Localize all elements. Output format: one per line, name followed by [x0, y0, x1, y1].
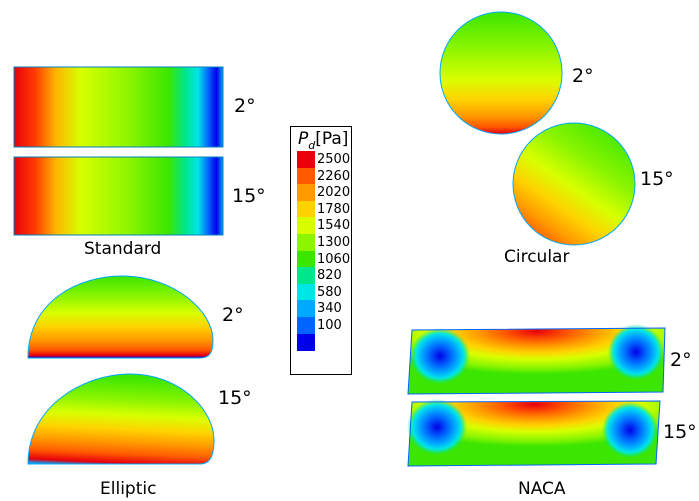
legend-swatch	[297, 200, 315, 218]
circular-angle-2: 2°	[572, 65, 594, 87]
pressure-legend: Pd[Pa] 2500 2260 2020 1780 1540 1300 1060 820 58…	[290, 126, 352, 375]
legend-level-label: 1300	[317, 235, 351, 250]
legend-level-label: 2260	[317, 168, 351, 184]
standard-angle-2: 2°	[234, 95, 256, 117]
legend-swatch	[297, 267, 315, 285]
elliptic-angle-2: 2°	[222, 304, 244, 326]
legend-swatch	[297, 333, 315, 351]
legend-swatch	[297, 234, 315, 252]
legend-swatch	[297, 217, 315, 235]
legend-swatch	[297, 167, 315, 185]
naca-caption: NACA	[518, 479, 566, 499]
legend-level-label: 1540	[317, 218, 351, 234]
standard-2deg-contour	[13, 66, 224, 148]
naca-angle-15: 15°	[663, 421, 697, 443]
elliptic-2deg-contour	[27, 275, 214, 359]
legend-swatch	[297, 317, 315, 335]
legend-level-label: 820	[317, 268, 342, 284]
standard-caption: Standard	[84, 239, 161, 259]
elliptic-15deg-contour	[27, 373, 215, 465]
legend-level-label: 2500	[317, 152, 351, 167]
legend-level-label: 100	[317, 318, 342, 333]
legend-swatch	[297, 151, 315, 169]
elliptic-caption: Elliptic	[100, 479, 156, 499]
legend-level-label: 2020	[317, 185, 351, 201]
elliptic-angle-15: 15°	[218, 387, 252, 409]
naca-15deg-contour	[407, 399, 661, 467]
legend-swatch	[297, 184, 315, 202]
legend-unit: [Pa]	[315, 129, 349, 149]
legend-swatch	[297, 283, 315, 301]
circular-2deg-contour	[439, 11, 563, 135]
naca-2deg-contour	[407, 324, 666, 395]
legend-swatch	[297, 250, 315, 268]
legend-level-label: 1780	[317, 201, 351, 217]
circular-angle-15: 15°	[640, 168, 674, 190]
naca-angle-2: 2°	[670, 349, 692, 371]
circular-15deg-contour	[512, 122, 636, 246]
legend-level-label: 580	[317, 284, 342, 300]
legend-subscript: d	[308, 139, 316, 152]
legend-level-label: 340	[317, 301, 342, 317]
legend-level-label: 1060	[317, 251, 351, 267]
standard-15deg-contour	[13, 156, 224, 236]
legend-title: Pd[Pa]	[298, 129, 349, 152]
legend-symbol: P	[298, 129, 309, 149]
standard-angle-15: 15°	[232, 185, 266, 207]
circular-caption: Circular	[504, 247, 569, 267]
legend-swatch	[297, 300, 315, 318]
